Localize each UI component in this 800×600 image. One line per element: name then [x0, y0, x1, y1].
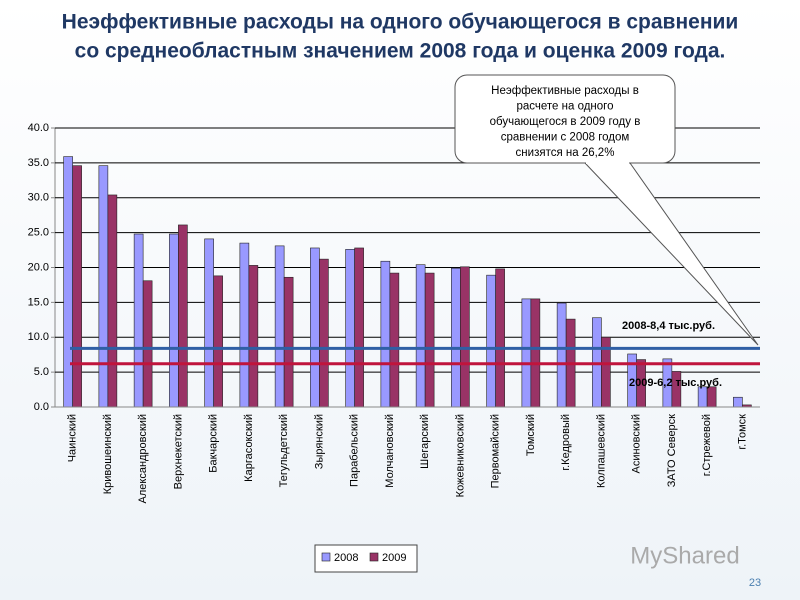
x-tick-label: Асиновский: [631, 414, 643, 474]
y-tick-label: 0.0: [34, 401, 49, 413]
reference-label: 2008-8,4 тыс.руб.: [622, 320, 715, 332]
legend-swatch: [369, 552, 379, 562]
callout-text: снизятся на 26,2%: [516, 147, 615, 159]
bar: [204, 238, 214, 408]
callout-pointer: [584, 162, 759, 346]
x-tick-label: Чаинский: [67, 414, 79, 462]
callout-text: сравнении с 2008 годом: [501, 132, 630, 144]
bar: [169, 233, 179, 408]
y-tick-label: 20.0: [28, 261, 49, 273]
x-tick-label: Колпашевский: [595, 414, 607, 488]
x-tick-label: Шегарский: [419, 414, 431, 469]
y-tick-label: 15.0: [28, 296, 49, 308]
bar: [733, 396, 743, 408]
bar: [451, 267, 461, 408]
bar: [521, 298, 532, 408]
y-tick-label: 40.0: [28, 122, 49, 134]
x-tick-label: Парабельский: [349, 414, 361, 487]
bar: [415, 264, 426, 408]
bar: [424, 272, 435, 408]
bar: [706, 386, 717, 408]
bar: [107, 194, 118, 408]
callout-text: расчете на одного: [516, 101, 613, 113]
bar: [530, 298, 541, 408]
bar: [354, 247, 364, 408]
watermark: MyShared: [630, 542, 739, 569]
y-tick-label: 10.0: [28, 331, 49, 343]
bar: [697, 386, 708, 408]
x-tick-label: Каргасокский: [243, 414, 255, 482]
bar: [98, 165, 109, 408]
bar: [178, 224, 188, 408]
x-tick-label: Кривошеинский: [102, 414, 114, 494]
y-tick-label: 35.0: [28, 157, 49, 169]
x-tick-label: Молчановский: [384, 414, 396, 488]
x-tick-label: ЗАТО Северск: [666, 414, 678, 487]
y-tick-label: 5.0: [34, 366, 49, 378]
reference-label: 2009-6,2 тыс.руб.: [629, 377, 722, 389]
x-tick-label: Тегульдетский: [278, 414, 290, 487]
bar: [213, 275, 223, 408]
x-tick-label: г.Томск: [736, 414, 748, 450]
bar: [486, 274, 496, 408]
bar: [380, 260, 391, 408]
x-tick-label: Кожевниковский: [454, 414, 466, 497]
bar: [239, 242, 250, 408]
title-line: со среднеобластным значением 2008 года и…: [75, 40, 726, 63]
bar: [72, 165, 82, 408]
legend-label: 2009: [382, 552, 406, 564]
callout-box: [454, 74, 676, 164]
x-tick-label: Зырянский: [313, 414, 325, 469]
x-tick-label: Первомайский: [490, 414, 502, 488]
y-tick-label: 30.0: [28, 192, 49, 204]
x-tick-label: г.Стрежевой: [701, 414, 713, 476]
callout-text: Неэффективные расходы в: [491, 85, 639, 97]
y-tick-label: 25.0: [28, 227, 49, 239]
x-tick-label: Верхнекетский: [172, 414, 184, 489]
callout-text: обучающегося в 2009 году в: [490, 116, 641, 128]
x-tick-label: Томский: [525, 414, 537, 456]
bar: [274, 245, 285, 408]
bar: [142, 280, 153, 408]
legend-label: 2008: [334, 552, 358, 564]
page-number: 23: [749, 577, 761, 589]
bar: [460, 266, 470, 408]
bar: [319, 258, 329, 408]
bar: [63, 156, 73, 408]
bar: [556, 302, 567, 408]
bar: [310, 247, 320, 408]
x-tick-label: г.Кедровый: [560, 414, 572, 471]
x-tick-label: Бакчарский: [208, 414, 220, 473]
bar: [389, 272, 400, 408]
legend-box: [314, 544, 418, 573]
title-line: Неэффективные расходы на одного обучающе…: [62, 11, 739, 34]
bar: [248, 265, 259, 408]
x-tick-label: Александровский: [137, 414, 149, 503]
bar: [283, 276, 294, 408]
bar: [495, 268, 505, 408]
legend-swatch: [321, 552, 331, 562]
bar: [345, 249, 355, 408]
bar: [133, 233, 144, 408]
